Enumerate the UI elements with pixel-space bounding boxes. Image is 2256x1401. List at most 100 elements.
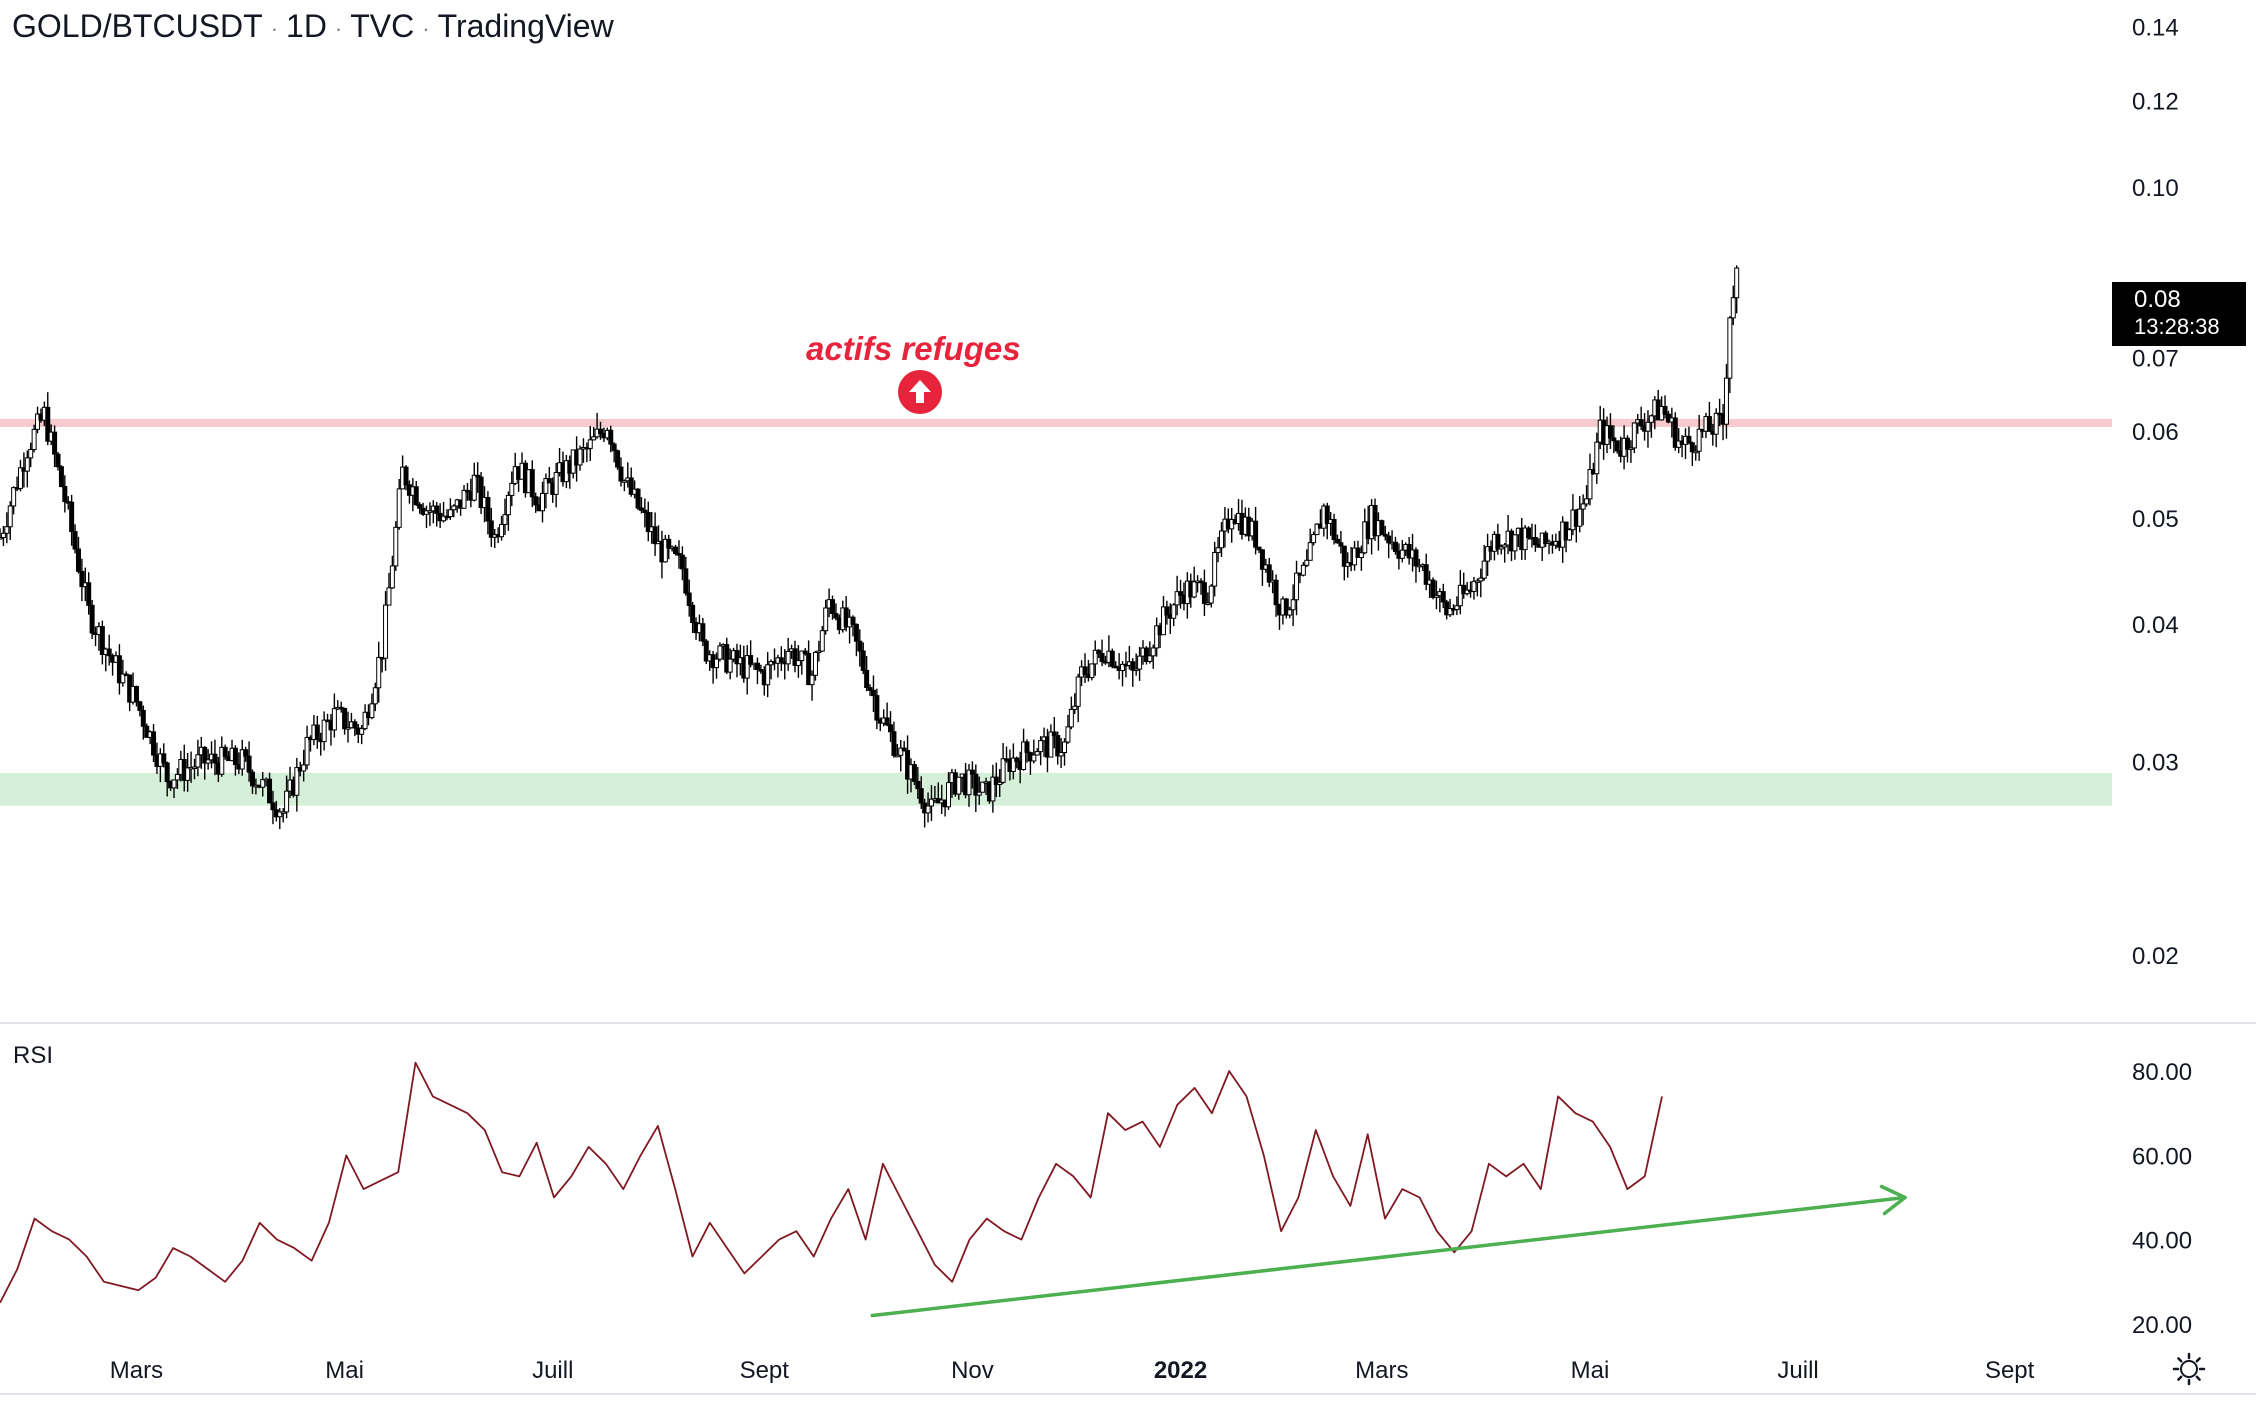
time-tick-label: 2022 xyxy=(1154,1357,1207,1384)
candle-body xyxy=(1055,735,1061,757)
candle-body xyxy=(69,501,75,533)
candle-body xyxy=(1713,412,1719,435)
candle-body xyxy=(120,673,126,684)
candle-body xyxy=(973,773,979,796)
candle-body xyxy=(1485,546,1491,562)
candle-body xyxy=(140,709,146,727)
price-tick-label: 0.07 xyxy=(2132,345,2179,372)
candle-body xyxy=(1734,267,1740,299)
candle-body xyxy=(928,798,934,807)
gear-icon[interactable] xyxy=(2172,1352,2206,1386)
candle-body xyxy=(1021,741,1027,770)
candle-body xyxy=(857,640,863,652)
candle-body xyxy=(1413,549,1419,567)
candle-body xyxy=(1706,416,1712,432)
candle-body xyxy=(222,746,228,757)
candle-body xyxy=(1065,726,1071,743)
candle-body xyxy=(195,754,201,768)
candle-body xyxy=(1273,579,1279,606)
candle-body xyxy=(676,553,682,556)
candle-body xyxy=(1543,532,1549,544)
candle-body xyxy=(471,474,477,501)
candle-body xyxy=(830,599,836,615)
candle-body xyxy=(850,616,856,625)
candle-body xyxy=(1290,599,1296,611)
candle-body xyxy=(1358,552,1364,559)
candle-body xyxy=(1723,377,1729,425)
candle-body xyxy=(372,687,378,705)
candle-body xyxy=(369,703,375,719)
candle-body xyxy=(744,655,750,679)
candle-body xyxy=(1331,518,1337,540)
candle-body xyxy=(1522,527,1528,551)
candle-body xyxy=(17,467,23,489)
candle-body xyxy=(652,526,658,545)
candle-body xyxy=(1386,535,1392,544)
rsi-tick-label: 40.00 xyxy=(2132,1228,2192,1255)
candle-body xyxy=(898,747,904,756)
candle-body xyxy=(475,474,481,478)
candle-body xyxy=(62,486,68,503)
candle-body xyxy=(734,650,740,665)
candle-body xyxy=(946,782,952,808)
candle-body xyxy=(1198,580,1204,584)
candle-body xyxy=(816,650,822,654)
candle-body xyxy=(1089,663,1095,679)
candle-body xyxy=(1532,536,1538,546)
candle-body xyxy=(1160,606,1166,636)
separator-dot: · xyxy=(334,15,343,41)
candle-body xyxy=(1307,542,1313,561)
time-tick-label: Juill xyxy=(532,1357,573,1384)
candle-body xyxy=(28,449,34,459)
candle-body xyxy=(543,478,549,494)
candle-body xyxy=(280,811,286,814)
symbol-name[interactable]: GOLD/BTCUSDT xyxy=(12,8,263,44)
candle-body xyxy=(1693,450,1699,454)
candle-body xyxy=(1457,584,1463,607)
annotation-text: actifs refuges xyxy=(806,330,1021,367)
candle-body xyxy=(1229,518,1235,530)
candle-body xyxy=(1648,415,1654,423)
price-tick-label: 0.04 xyxy=(2132,612,2179,639)
candle-body xyxy=(1423,564,1429,585)
candle-body xyxy=(58,466,64,488)
candle-body xyxy=(635,488,641,509)
candle-body xyxy=(403,466,409,486)
candle-body xyxy=(359,728,365,735)
candle-body xyxy=(925,805,931,814)
candle-body xyxy=(1614,440,1620,452)
candle-body xyxy=(1478,577,1484,582)
candle-body xyxy=(833,613,839,619)
candle-body xyxy=(24,457,30,472)
candle-body xyxy=(1218,530,1224,549)
chart-header[interactable]: GOLD/BTCUSDT · 1D · TVC · TradingView xyxy=(12,8,614,45)
candle-body xyxy=(918,788,924,804)
interval-label[interactable]: 1D xyxy=(286,8,327,44)
candle-body xyxy=(799,650,805,662)
candle-body xyxy=(1696,428,1702,452)
candle-body xyxy=(35,413,41,430)
candle-body xyxy=(0,537,3,540)
candle-body xyxy=(464,489,470,493)
candle-body xyxy=(690,604,696,624)
candle-body xyxy=(1099,652,1105,662)
candle-body xyxy=(1645,421,1651,432)
candle-body xyxy=(232,747,238,766)
candle-body xyxy=(686,592,692,606)
candle-body xyxy=(451,505,457,511)
support-zone xyxy=(0,772,2112,806)
candle-body xyxy=(427,510,433,513)
candle-body xyxy=(1689,442,1695,453)
candle-body xyxy=(1051,731,1057,737)
candle-body xyxy=(267,778,273,804)
rsi-tick-label: 20.00 xyxy=(2132,1312,2192,1339)
candle-body xyxy=(205,759,211,764)
candle-body xyxy=(1584,498,1590,505)
candle-body xyxy=(52,431,58,455)
candle-body xyxy=(888,724,894,733)
separator-dot: · xyxy=(422,15,430,41)
candle-body xyxy=(867,687,873,691)
candle-body xyxy=(55,453,61,468)
candle-body xyxy=(1133,668,1139,672)
